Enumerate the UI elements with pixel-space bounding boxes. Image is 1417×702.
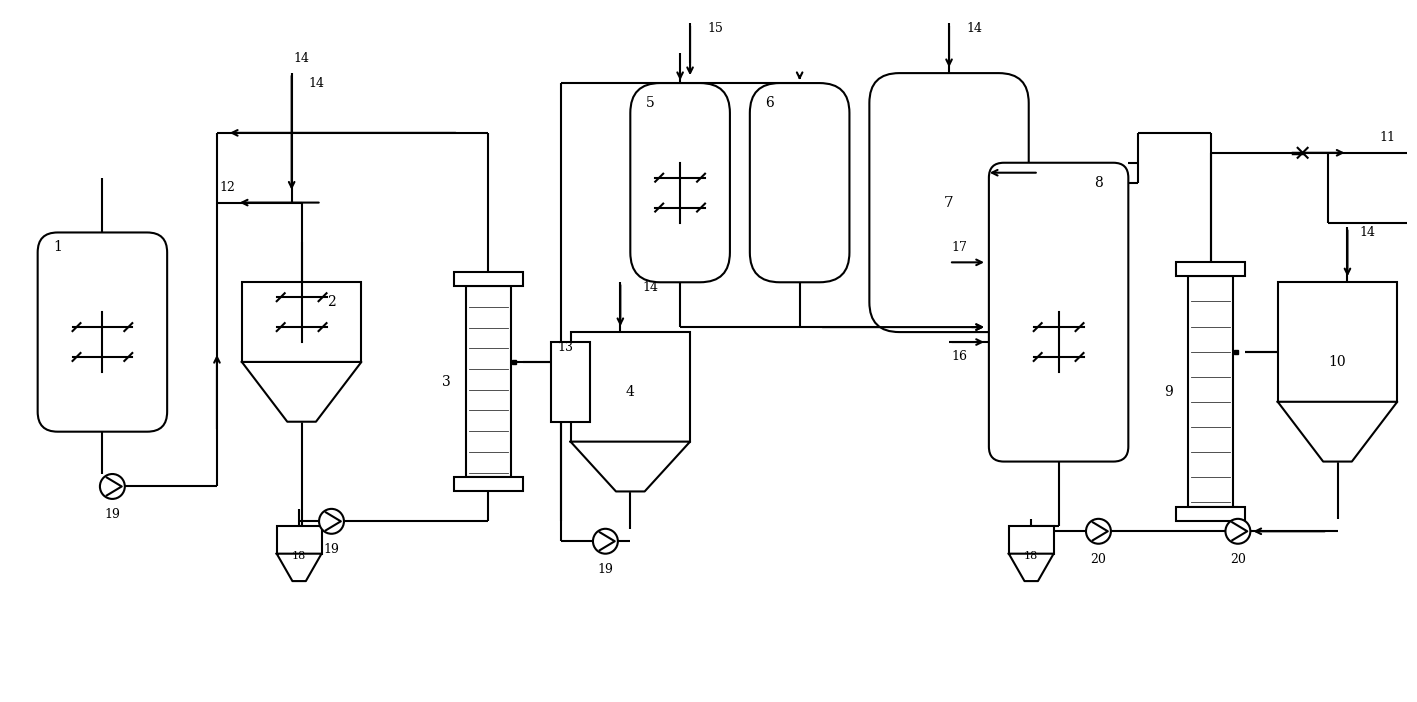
Bar [242, 282, 361, 362]
Text: 5: 5 [646, 96, 655, 110]
Bar [466, 286, 510, 477]
Circle shape [319, 509, 344, 534]
Bar [1187, 277, 1233, 508]
Text: 9: 9 [1163, 385, 1172, 399]
Text: 12: 12 [220, 181, 235, 194]
Text: 18: 18 [292, 551, 306, 561]
Text: 15: 15 [707, 22, 723, 35]
Bar [453, 477, 523, 491]
Text: 14: 14 [642, 281, 659, 293]
Text: 17: 17 [951, 241, 966, 254]
Text: 16: 16 [951, 350, 966, 364]
Text: 8: 8 [1094, 176, 1102, 190]
Circle shape [1085, 519, 1111, 544]
Polygon shape [571, 442, 690, 491]
Circle shape [592, 529, 618, 554]
Circle shape [1226, 519, 1250, 544]
FancyBboxPatch shape [750, 83, 849, 282]
Polygon shape [1278, 402, 1397, 461]
Text: 14: 14 [1359, 226, 1376, 239]
Polygon shape [1009, 554, 1054, 581]
Text: 10: 10 [1329, 355, 1346, 369]
Text: 20: 20 [1230, 552, 1246, 566]
Text: 18: 18 [1024, 551, 1039, 561]
Polygon shape [242, 362, 361, 422]
Text: 6: 6 [765, 96, 774, 110]
Bar [551, 342, 591, 422]
Text: 19: 19 [598, 562, 614, 576]
Text: 4: 4 [626, 385, 635, 399]
Text: 14: 14 [309, 77, 324, 90]
Bar [453, 272, 523, 286]
Bar [1176, 263, 1246, 277]
Text: 13: 13 [557, 340, 574, 354]
Text: 2: 2 [327, 296, 336, 309]
Bar [1176, 508, 1246, 522]
FancyBboxPatch shape [989, 163, 1128, 461]
Text: 20: 20 [1091, 552, 1107, 566]
Bar [1278, 282, 1397, 402]
Text: 1: 1 [54, 240, 62, 254]
Polygon shape [276, 554, 322, 581]
Text: 3: 3 [442, 375, 451, 389]
Text: 11: 11 [1379, 131, 1396, 145]
FancyBboxPatch shape [631, 83, 730, 282]
FancyBboxPatch shape [38, 232, 167, 432]
Text: 19: 19 [323, 543, 340, 556]
Bar [276, 526, 322, 554]
Bar [571, 332, 690, 442]
FancyBboxPatch shape [870, 73, 1029, 332]
Text: 19: 19 [105, 508, 120, 521]
Text: 14: 14 [293, 52, 310, 65]
Text: 7: 7 [944, 196, 954, 210]
Text: 14: 14 [966, 22, 982, 35]
Circle shape [101, 474, 125, 499]
Bar [1009, 526, 1054, 554]
